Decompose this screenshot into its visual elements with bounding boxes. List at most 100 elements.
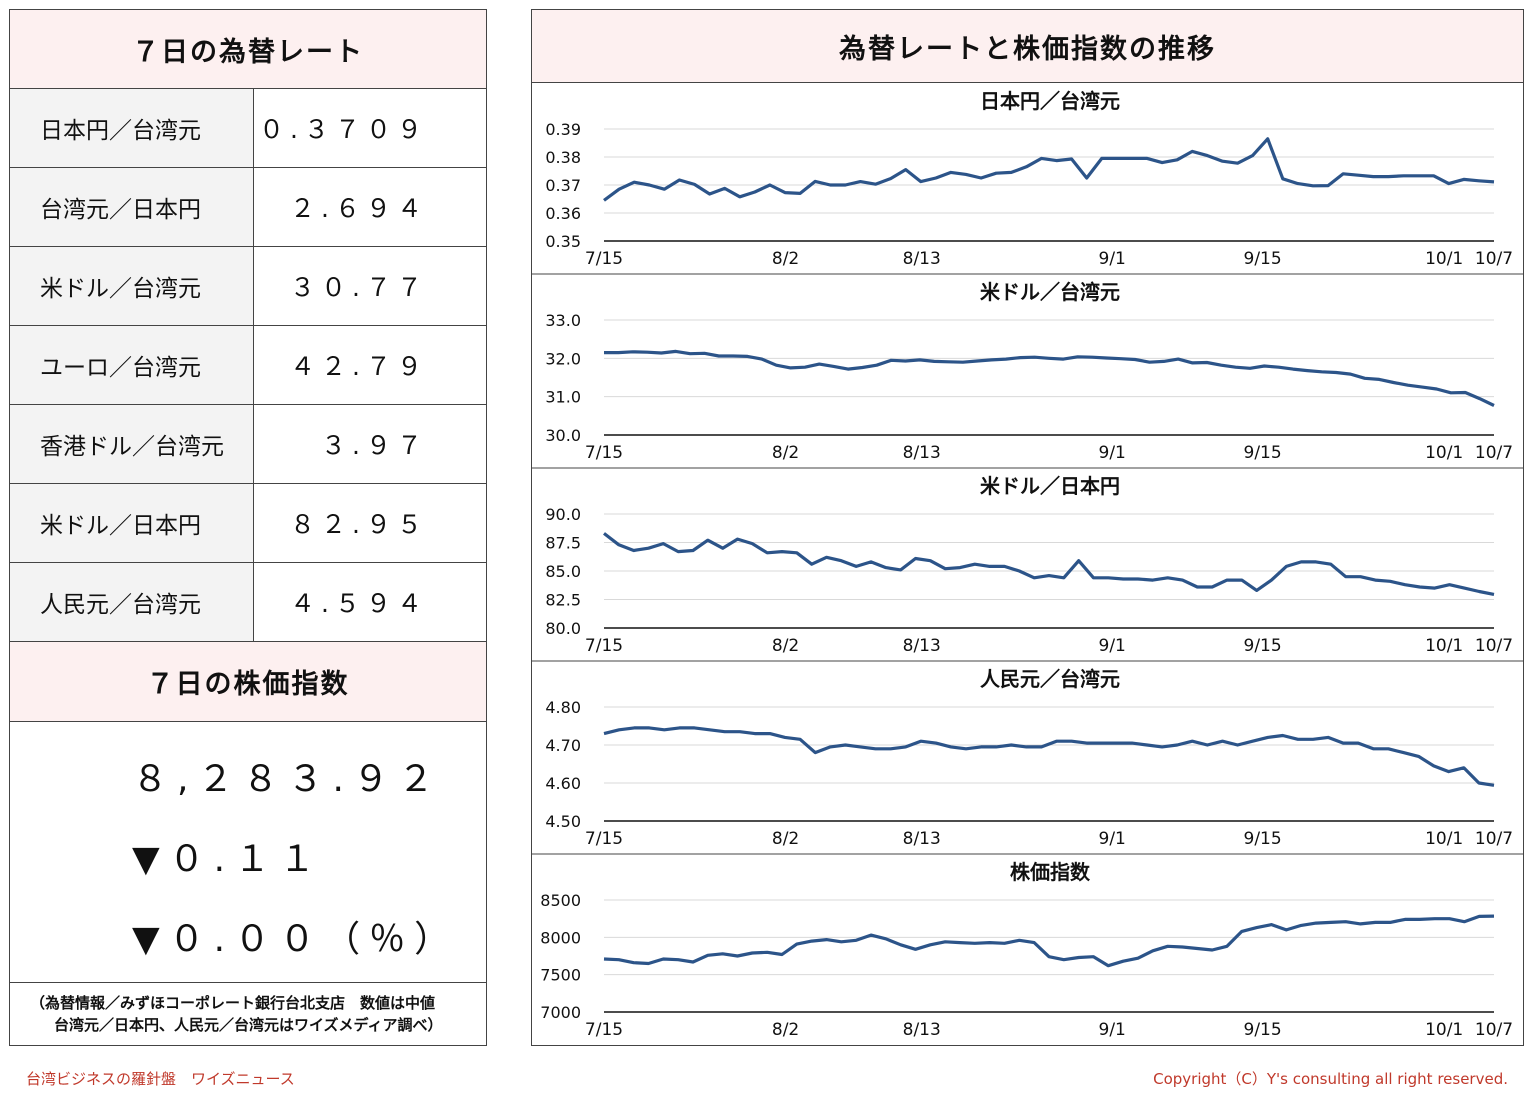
rate-row: ユーロ／台湾元 ４２.７９ <box>10 326 486 405</box>
x-tick-label: 10/7 <box>1475 636 1513 656</box>
x-tick-label: 10/7 <box>1475 249 1513 269</box>
x-tick-label: 9/15 <box>1244 249 1282 269</box>
y-tick-label: 31.0 <box>545 388 581 407</box>
y-tick-label: 8000 <box>540 928 581 947</box>
rate-value: ２.６９４ <box>290 194 428 223</box>
note-line-2: 台湾元／日本円、人民元／台湾元はワイズメディア調べ） <box>54 1016 443 1034</box>
chart-title: 株価指数 <box>1010 860 1091 884</box>
rate-name: 人民元／台湾元 <box>10 563 254 641</box>
y-tick-label: 7000 <box>540 1003 581 1022</box>
x-tick-label: 10/1 <box>1425 443 1463 463</box>
x-tick-label: 8/13 <box>903 636 941 656</box>
y-tick-label: 0.39 <box>545 120 581 139</box>
x-tick-label: 7/15 <box>585 1020 623 1040</box>
chart-4: 人民元／台湾元 4.80 4.70 4.60 4.507/15 8/2 8/13 9/1 9/1… <box>532 660 1523 849</box>
x-tick-label: 8/2 <box>772 1020 799 1040</box>
rate-value: ４.５９４ <box>290 589 428 618</box>
rate-name: 米ドル／台湾元 <box>10 247 254 325</box>
rate-row: 米ドル／台湾元 ３０.７７ <box>10 247 486 326</box>
x-tick-label: 9/1 <box>1099 443 1126 463</box>
x-tick-label: 7/15 <box>585 636 623 656</box>
x-tick-label: 8/13 <box>903 249 941 269</box>
x-tick-label: 10/7 <box>1475 829 1513 849</box>
left-panel: ７日の為替レート 日本円／台湾元 ０.３７０９ 台湾元／日本円 ２.６９４ 米ドル／台湾… <box>9 9 487 1046</box>
rate-value: ３０.７７ <box>290 273 428 302</box>
x-tick-label: 8/2 <box>772 249 799 269</box>
rate-value: ８２.９５ <box>290 510 428 539</box>
footer-copyright: Copyright（C）Y's consulting all right res… <box>1153 1070 1508 1088</box>
stock-change-pct: ▼０.００（％） <box>132 919 460 960</box>
series-line <box>603 914 1495 968</box>
series-line <box>603 137 1495 202</box>
rates-table: 日本円／台湾元 ０.３７０９ 台湾元／日本円 ２.６９４ 米ドル／台湾元 ３０.７７ ユーロ… <box>10 89 486 642</box>
rate-row: 人民元／台湾元 ４.５９４ <box>10 563 486 642</box>
y-tick-label: 4.80 <box>545 698 581 717</box>
rate-value: ３.９７ <box>321 431 428 460</box>
x-tick-label: 8/13 <box>903 443 941 463</box>
chart-title: 人民元／台湾元 <box>980 667 1120 691</box>
x-tick-label: 10/1 <box>1425 249 1463 269</box>
series-line <box>603 532 1495 596</box>
series-line <box>603 726 1495 787</box>
x-tick-label: 9/15 <box>1244 636 1282 656</box>
x-tick-label: 9/15 <box>1244 829 1282 849</box>
x-tick-label: 10/1 <box>1425 829 1463 849</box>
stock-box: ８,２８３.９２ ▼０.１１ ▼０.００（％） <box>10 722 486 983</box>
x-tick-label: 8/2 <box>772 636 799 656</box>
chart-1: 日本円／台湾元 0.39 0.38 0.37 0.36 0.357/15 8/2 8/13 9/… <box>545 89 1513 269</box>
y-tick-label: 0.35 <box>545 232 581 251</box>
y-tick-label: 87.5 <box>545 534 581 553</box>
y-tick-label: 8500 <box>540 891 581 910</box>
x-tick-label: 7/15 <box>585 249 623 269</box>
y-tick-label: 32.0 <box>545 349 581 368</box>
rate-name: 米ドル／日本円 <box>10 484 254 562</box>
x-tick-label: 9/15 <box>1244 443 1282 463</box>
y-tick-label: 0.37 <box>545 176 581 195</box>
rate-row: 台湾元／日本円 ２.６９４ <box>10 168 486 247</box>
x-tick-label: 10/1 <box>1425 636 1463 656</box>
rate-name: 台湾元／日本円 <box>10 168 254 246</box>
x-tick-label: 7/15 <box>585 829 623 849</box>
series-line <box>604 349 1495 407</box>
chart-panel-title: 為替レートと株価指数の推移 <box>839 33 1216 65</box>
y-tick-label: 85.0 <box>545 562 581 581</box>
rate-name: ユーロ／台湾元 <box>10 326 254 404</box>
y-tick-label: 7500 <box>540 966 581 985</box>
x-tick-label: 8/2 <box>772 443 799 463</box>
chart-title: 米ドル／台湾元 <box>980 280 1120 304</box>
x-tick-label: 8/13 <box>903 829 941 849</box>
x-tick-label: 10/7 <box>1475 1020 1513 1040</box>
rate-row: 香港ドル／台湾元 ３.９７ <box>10 405 486 484</box>
x-tick-label: 9/1 <box>1099 636 1126 656</box>
y-tick-label: 82.5 <box>545 591 581 610</box>
y-tick-label: 4.70 <box>545 736 581 755</box>
stock-value: ８,２８３.９２ <box>132 759 443 800</box>
rate-name: 香港ドル／台湾元 <box>10 405 254 483</box>
y-tick-label: 0.36 <box>545 204 581 223</box>
y-tick-label: 80.0 <box>545 619 581 638</box>
y-tick-label: 90.0 <box>545 505 581 524</box>
rate-name: 日本円／台湾元 <box>10 89 254 167</box>
rate-row: 日本円／台湾元 ０.３７０９ <box>10 89 486 168</box>
rate-row: 米ドル／日本円 ８２.９５ <box>10 484 486 563</box>
rates-title: ７日の為替レート <box>132 36 364 68</box>
stock-change: ▼０.１１ <box>132 839 325 880</box>
x-tick-label: 9/1 <box>1099 1020 1126 1040</box>
chart-title: 米ドル／日本円 <box>980 474 1120 498</box>
x-tick-label: 9/1 <box>1099 249 1126 269</box>
chart-2: 米ドル／台湾元 33.0 32.0 31.0 30.07/15 8/2 8/13 9/1 9/1… <box>532 273 1523 463</box>
stock-header: ７日の株価指数 <box>10 642 486 722</box>
chart-title: 日本円／台湾元 <box>980 89 1120 113</box>
rate-value: ０.３７０９ <box>259 115 428 144</box>
y-tick-label: 33.0 <box>545 311 581 330</box>
source-note: （為替情報／みずほコーポレート銀行台北支店 数値は中値 台湾元／日本円、人民元／… <box>10 983 486 1036</box>
y-tick-label: 4.50 <box>545 812 581 831</box>
x-tick-label: 8/2 <box>772 829 799 849</box>
rate-value: ４２.７９ <box>290 352 428 381</box>
x-tick-label: 10/7 <box>1475 443 1513 463</box>
y-tick-label: 30.0 <box>545 426 581 445</box>
y-tick-label: 0.38 <box>545 148 581 167</box>
x-tick-label: 9/1 <box>1099 829 1126 849</box>
